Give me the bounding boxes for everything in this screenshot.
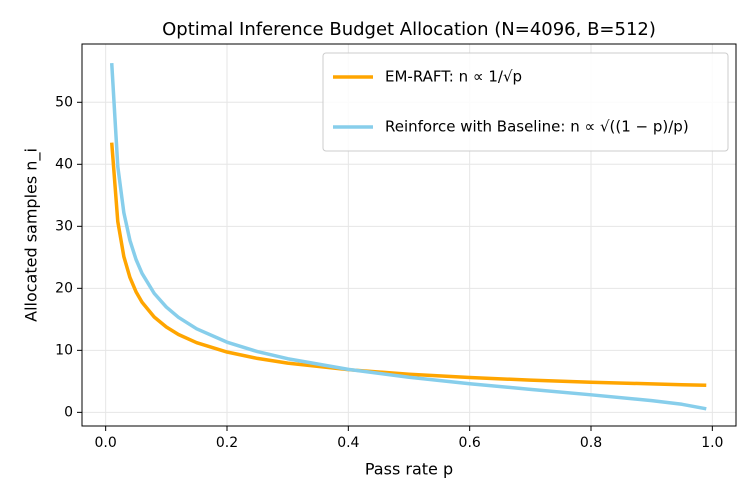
x-tick-label: 0.2 <box>216 435 238 451</box>
y-tick-label: 30 <box>55 218 73 234</box>
line-series <box>109 62 707 411</box>
legend-box <box>322 52 729 152</box>
y-tick-label: 40 <box>55 156 73 172</box>
x-tick-label: 0.8 <box>580 435 602 451</box>
x-tick-label: 0.6 <box>459 435 481 451</box>
x-tick-label: 0.4 <box>337 435 359 451</box>
line-series <box>109 142 707 388</box>
legend: EM-RAFT: n ∝ 1/√p Reinforce with Baseline… <box>322 52 729 152</box>
legend-label: EM-RAFT: n ∝ 1/√p <box>385 68 522 86</box>
x-axis-label: Pass rate p <box>365 460 453 479</box>
x-tick-label: 0.0 <box>95 435 117 451</box>
plot-frame <box>81 43 737 427</box>
legend-label: Reinforce with Baseline: n ∝ √((1 − p)/p… <box>385 118 689 136</box>
y-tick-label: 10 <box>55 342 73 358</box>
y-tick-label: 0 <box>64 404 73 420</box>
x-tick-label: 1.0 <box>701 435 723 451</box>
y-tick-label: 50 <box>55 94 73 110</box>
chart-title: Optimal Inference Budget Allocation (N=4… <box>162 19 656 40</box>
y-axis-label: Allocated samples n_i <box>22 148 42 322</box>
y-tick-label: 20 <box>55 280 73 296</box>
